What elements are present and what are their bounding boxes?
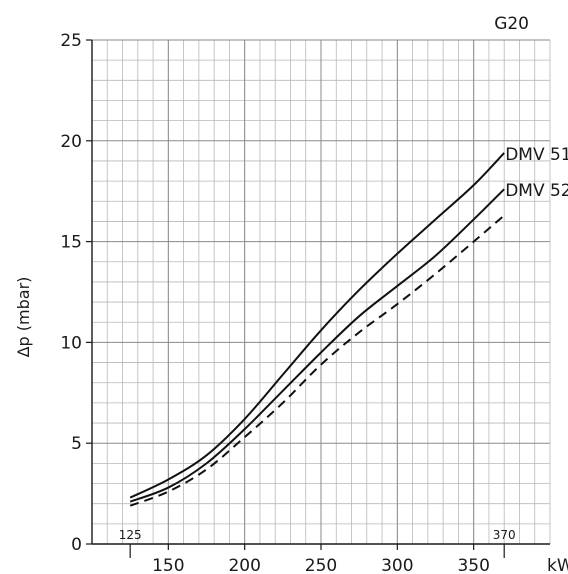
series-line-1 [129, 152, 505, 499]
x-axis-unit: kW [547, 556, 568, 574]
y-tick-label: 25 [60, 31, 82, 51]
x-tick-label: 250 [305, 556, 337, 574]
y-tick-label: 15 [60, 233, 82, 253]
series-line-2 [129, 188, 505, 503]
grid [92, 39, 551, 544]
chart-labels: 0 5 10 15 20 25 150 200 250 300 350 125 370 Δp (mbar)… [14, 14, 568, 574]
axes [86, 39, 550, 558]
series-label-1: DMV 512/ [505, 145, 568, 165]
range-marker-label: 125 [119, 528, 142, 542]
y-tick-label: 0 [71, 535, 82, 555]
y-tick-label: 5 [71, 434, 82, 454]
y-tick-label: 10 [60, 333, 82, 353]
range-marker-label: 370 [493, 528, 516, 542]
x-tick-label: 150 [152, 556, 184, 574]
gas-type-label: G20 [494, 14, 529, 34]
series-line-3 [129, 214, 505, 507]
x-tick-label: 350 [457, 556, 489, 574]
x-tick-label: 300 [381, 556, 413, 574]
series-label-2: DMV 520/ [505, 181, 568, 201]
y-axis-title: Δp (mbar) [14, 277, 33, 358]
x-tick-label: 200 [228, 556, 260, 574]
y-tick-label: 20 [60, 132, 82, 152]
series-lines [129, 152, 505, 507]
